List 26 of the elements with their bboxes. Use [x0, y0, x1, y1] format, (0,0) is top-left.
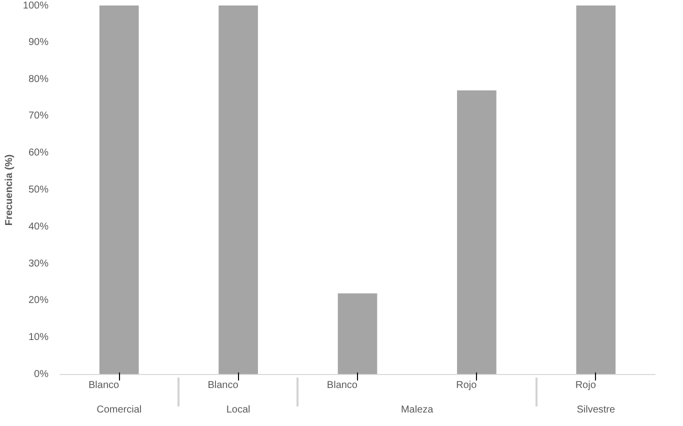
bar	[338, 293, 378, 374]
y-axis-title: Frecuencia (%)	[4, 154, 15, 226]
bar	[576, 6, 616, 374]
category-label: Blanco	[88, 380, 120, 391]
category-label: Maleza	[400, 404, 434, 416]
y-tick-label: 0%	[34, 369, 49, 380]
category-label: Silvestre	[576, 404, 616, 416]
y-tick-label: 100%	[22, 0, 49, 12]
y-tick-label: 80%	[28, 74, 49, 85]
y-tick-label: 50%	[28, 184, 49, 196]
y-tick-label: 70%	[28, 110, 49, 122]
y-tick-label: 20%	[28, 295, 49, 306]
y-tick-label: 60%	[28, 148, 49, 159]
y-tick-label: 30%	[28, 258, 49, 270]
bar	[218, 6, 258, 374]
bar	[99, 6, 139, 374]
category-label: Blanco	[208, 380, 238, 391]
category-label: Blanco	[326, 380, 358, 391]
category-label: Local	[226, 404, 250, 416]
category-label: Rojo	[575, 380, 596, 391]
y-tick-label: 40%	[28, 221, 49, 232]
category-label: Rojo	[456, 380, 477, 391]
bar	[457, 90, 496, 374]
category-label: Comercial	[96, 404, 142, 416]
y-tick-label: 10%	[28, 332, 49, 344]
y-tick-label: 90%	[28, 36, 49, 48]
